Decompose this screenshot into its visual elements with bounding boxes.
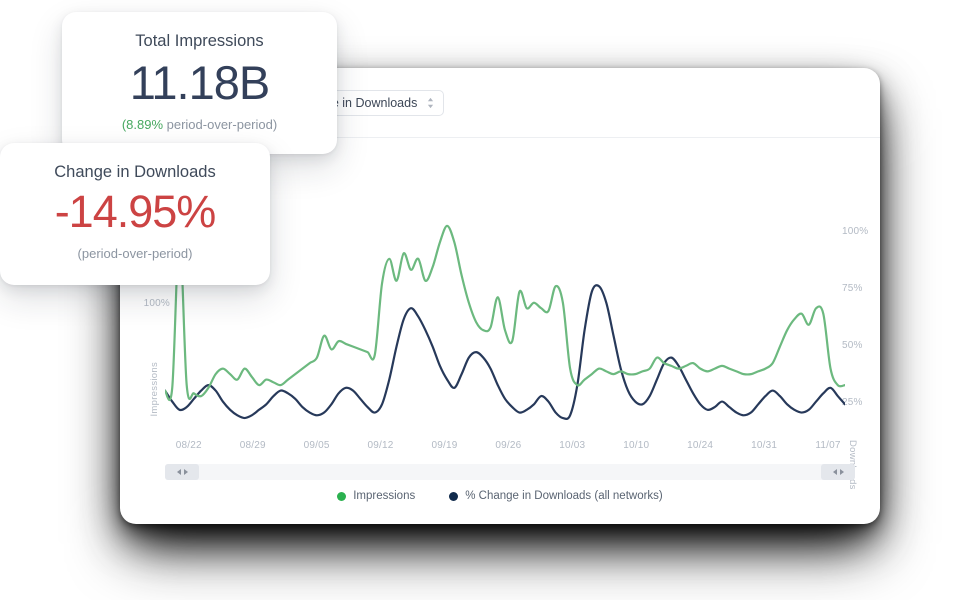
kpi-value: 11.18B [129,56,270,109]
x-axis-tick: 08/22 [175,440,202,451]
arrow-left-icon [832,469,837,475]
kpi-subtext: (period-over-period) [77,246,193,262]
range-handle-right-icon[interactable] [821,464,855,480]
series-line-downloads [165,285,845,419]
x-axis-tick: 09/12 [367,440,394,451]
x-axis-tick: 10/24 [687,440,714,451]
y-axis-right-tick: 50% [842,340,863,351]
kpi-delta-suffix: period-over-period) [163,117,278,133]
y-axis-right: 100% 75% 50% 25% [842,138,880,524]
kpi-value: -14.95% [54,186,217,237]
arrow-left-icon [176,469,181,475]
y-axis-right-tick: 75% [842,283,863,294]
legend-swatch-icon [449,491,459,501]
legend-label: % Change in Downloads (all networks) [465,490,663,502]
arrow-right-icon [839,469,844,475]
metric-select-value: ange in Downloads [311,96,418,110]
y-axis-right-tick: 25% [842,397,863,408]
kpi-title: Change in Downloads [54,163,216,181]
y-axis-left-tick: 100% [143,298,170,309]
x-axis-tick: 10/03 [559,440,586,451]
arrow-right-icon [183,469,188,475]
legend-label: Impressions [353,490,416,502]
y-axis-left: 100% [120,138,170,524]
x-axis-tick: 10/10 [623,440,650,451]
x-axis: 08/22 08/29 09/05 09/12 09/19 09/26 10/03 10/10… [165,440,845,458]
x-axis-tick: 08/29 [239,440,266,451]
kpi-card-change-in-downloads: Change in Downloads -14.95% (period-over… [0,143,270,285]
y-axis-left-title: Impressions [149,362,160,417]
range-brush-slider[interactable] [165,464,855,480]
x-axis-tick: 09/05 [303,440,330,451]
chevron-updown-icon [426,96,435,110]
chart-legend: Impressions % Change in Downloads (all n… [120,490,880,502]
kpi-delta-value: (8.89% [121,117,164,133]
legend-swatch-icon [337,491,347,501]
x-axis-tick: 09/26 [495,440,522,451]
x-axis-tick: 11/07 [815,440,841,451]
range-handle-left-icon[interactable] [165,464,199,480]
legend-item-downloads[interactable]: % Change in Downloads (all networks) [449,490,663,502]
kpi-subtext: (8.89% period-over-period) [62,117,337,132]
y-axis-right-tick: 100% [842,226,869,237]
legend-item-impressions[interactable]: Impressions [337,490,415,502]
x-axis-tick: 09/19 [431,440,458,451]
x-axis-tick: 10/31 [751,440,778,451]
series-line-impressions [165,226,845,400]
plot-area[interactable] [165,138,845,440]
kpi-title: Total Impressions [135,32,264,50]
chart-body: 100% Impressions 100% 75% 50% 25% Downlo… [120,138,880,524]
kpi-card-total-impressions: Total Impressions 11.18B (8.89% period-o… [62,12,337,154]
